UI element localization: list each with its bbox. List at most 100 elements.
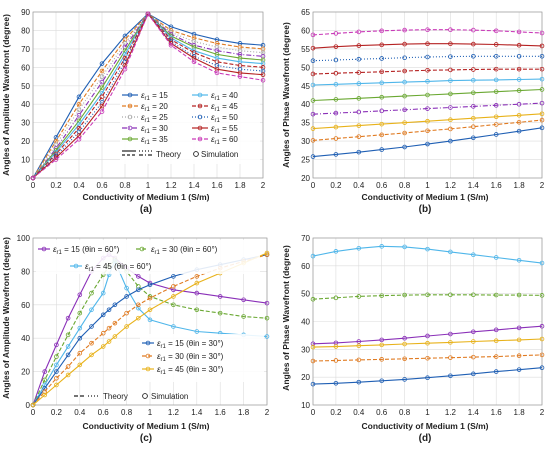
data-point	[106, 325, 112, 331]
x-tick-label: 1.6	[211, 181, 223, 190]
x-tick-label: 1	[148, 408, 153, 417]
data-point	[147, 282, 153, 288]
data-point	[89, 340, 94, 346]
data-point	[124, 285, 129, 291]
x-tick-label: 0	[311, 181, 316, 190]
x-tick-label: 1	[146, 181, 151, 190]
y-tick-label: 20	[301, 174, 310, 183]
x-tick-label: 0.8	[119, 181, 131, 190]
x-tick-label: 2	[261, 181, 266, 190]
series-line	[312, 78, 543, 86]
legend-marker	[197, 114, 203, 120]
data-point	[147, 307, 153, 313]
legend-marker	[197, 136, 203, 142]
legend-label: εr1 = 15 (θin = 60°)	[53, 245, 120, 256]
data-point	[448, 78, 453, 83]
data-point	[310, 358, 316, 364]
data-point	[356, 109, 362, 115]
data-point	[54, 354, 59, 359]
x-tick-label: 2	[540, 181, 545, 190]
data-point	[493, 369, 499, 374]
legend-marker	[127, 92, 133, 98]
data-point	[516, 53, 522, 59]
series-line	[312, 245, 543, 264]
data-point	[89, 307, 94, 313]
data-point	[470, 27, 476, 33]
x-tick-label: 0.2	[51, 408, 63, 417]
data-point	[516, 101, 522, 107]
data-point	[310, 58, 316, 63]
x-tick-label: 0.6	[96, 181, 108, 190]
data-point	[470, 371, 476, 377]
x-tick-label: 0.4	[353, 408, 365, 417]
legend-bottom-box	[140, 334, 264, 382]
data-point	[241, 314, 246, 319]
data-point	[448, 67, 453, 73]
data-point	[310, 138, 316, 143]
data-point	[310, 126, 316, 131]
legend-label: εr1 = 30	[141, 124, 168, 135]
data-point	[539, 53, 545, 59]
data-point	[356, 245, 362, 251]
data-point	[54, 375, 59, 381]
data-point	[122, 66, 128, 72]
y-tick-label: 10	[21, 156, 30, 165]
x-tick-label: 0.4	[74, 408, 86, 417]
data-point	[100, 330, 106, 336]
data-point	[470, 115, 476, 121]
data-point	[448, 292, 453, 298]
data-point	[356, 123, 362, 128]
data-point	[493, 66, 499, 72]
x-tick-label: 2	[265, 408, 270, 417]
data-point	[124, 324, 129, 329]
data-point	[402, 244, 407, 250]
data-point	[379, 147, 385, 152]
data-point	[356, 43, 362, 48]
chart-panel-b: (b) Conductivity of Medium 1 (S/m) Angle…	[281, 8, 545, 215]
legend-marker	[127, 114, 133, 120]
data-point	[516, 66, 522, 72]
legend-marker	[197, 125, 203, 131]
x-tick-label: 0.6	[376, 181, 388, 190]
legend-marker	[197, 103, 203, 109]
data-point	[539, 336, 545, 342]
x-axis-label-d: Conductivity of Medium 1 (S/m)	[361, 421, 488, 431]
legend-marker	[197, 92, 203, 98]
data-point	[448, 27, 453, 33]
x-tick-label: 1	[425, 408, 430, 417]
data-point	[310, 381, 316, 387]
data-point	[379, 132, 385, 138]
data-point	[425, 79, 430, 84]
data-point	[99, 109, 105, 114]
data-point	[516, 128, 522, 134]
legend-label: εr1 = 35	[141, 135, 168, 146]
data-point	[100, 312, 106, 318]
data-point	[402, 41, 407, 47]
data-point	[99, 94, 105, 100]
data-point	[379, 244, 385, 249]
data-point	[136, 302, 141, 308]
data-point	[264, 252, 270, 258]
series-line	[312, 29, 543, 36]
data-point	[539, 323, 545, 329]
data-point	[54, 382, 59, 388]
data-point	[539, 43, 545, 49]
data-point	[470, 252, 476, 258]
data-point	[493, 132, 499, 137]
y-tick-label: 35	[301, 119, 310, 128]
data-point	[402, 79, 407, 85]
data-point	[356, 149, 362, 155]
data-point	[77, 310, 83, 316]
data-point	[516, 112, 522, 118]
data-point	[333, 136, 339, 141]
data-point	[333, 249, 339, 254]
data-point	[379, 80, 385, 86]
data-point	[539, 125, 545, 131]
legend-label: εr1 = 60	[211, 135, 238, 146]
data-point	[448, 355, 453, 360]
series-line	[32, 252, 268, 406]
series-line	[312, 119, 543, 141]
data-point	[402, 55, 407, 61]
x-tick-label: 1.4	[188, 181, 200, 190]
data-point	[448, 249, 453, 255]
